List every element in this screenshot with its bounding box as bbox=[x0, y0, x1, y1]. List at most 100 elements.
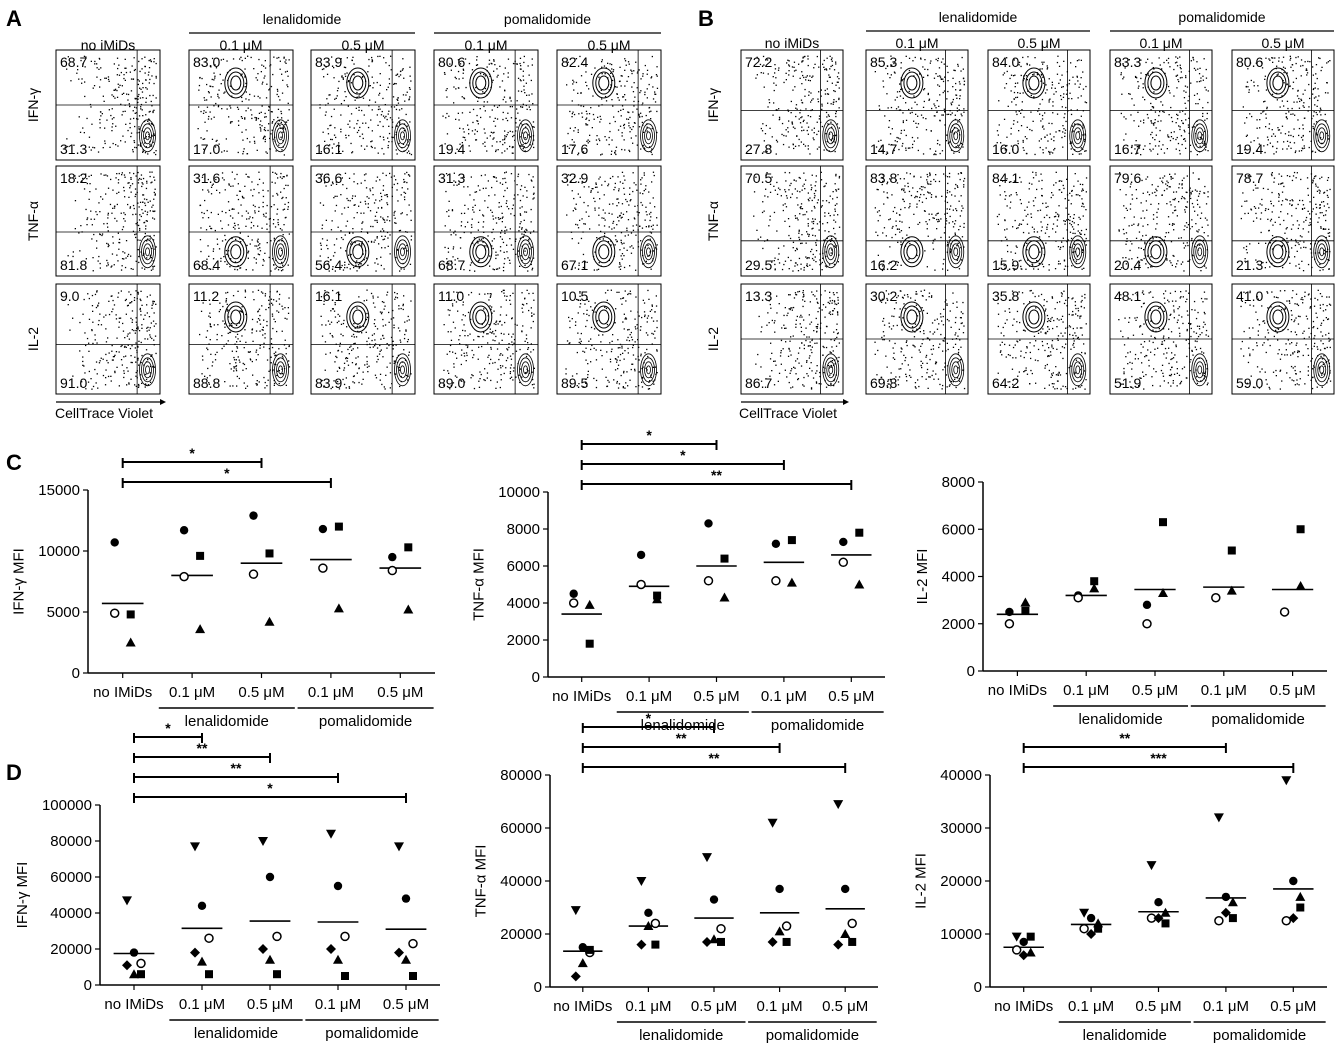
event-dot bbox=[618, 220, 620, 222]
event-dot bbox=[1026, 63, 1028, 66]
event-dot bbox=[270, 206, 273, 208]
event-dot bbox=[205, 229, 208, 231]
event-dot bbox=[503, 262, 505, 265]
event-dot bbox=[358, 381, 360, 384]
event-dot bbox=[520, 122, 522, 125]
event-dot bbox=[226, 308, 228, 310]
event-dot bbox=[259, 319, 261, 321]
event-dot bbox=[248, 176, 250, 178]
event-dot bbox=[268, 231, 270, 233]
event-dot bbox=[827, 123, 829, 125]
event-dot bbox=[149, 327, 151, 329]
event-dot bbox=[113, 207, 116, 209]
event-dot bbox=[893, 71, 896, 73]
event-dot bbox=[228, 325, 231, 327]
contour-ring bbox=[278, 131, 283, 141]
event-dot bbox=[612, 334, 614, 336]
event-dot bbox=[818, 91, 820, 93]
event-dot bbox=[449, 344, 452, 347]
event-dot bbox=[594, 67, 596, 69]
event-dot bbox=[579, 338, 581, 340]
event-dot bbox=[330, 229, 333, 231]
event-dot bbox=[402, 94, 405, 96]
event-dot bbox=[141, 324, 143, 326]
event-dot bbox=[388, 64, 390, 67]
event-dot bbox=[124, 176, 126, 178]
event-dot bbox=[366, 312, 368, 315]
event-dot bbox=[376, 237, 378, 239]
event-dot bbox=[278, 348, 280, 350]
event-dot bbox=[788, 64, 790, 66]
event-dot bbox=[86, 218, 88, 221]
event-dot bbox=[656, 349, 658, 351]
event-dot bbox=[204, 199, 206, 202]
event-dot bbox=[132, 151, 134, 153]
flow-plot-frame bbox=[1109, 49, 1213, 161]
event-dot bbox=[507, 112, 509, 114]
event-dot bbox=[341, 351, 343, 353]
event-dot bbox=[464, 136, 466, 139]
event-dot bbox=[239, 190, 241, 192]
event-dot bbox=[588, 88, 590, 90]
event-dot bbox=[255, 262, 257, 264]
event-dot bbox=[250, 56, 252, 59]
event-dot bbox=[463, 231, 465, 234]
event-dot bbox=[369, 188, 371, 190]
event-dot bbox=[119, 242, 121, 244]
event-dot bbox=[654, 366, 657, 368]
event-dot bbox=[406, 152, 408, 154]
event-dot bbox=[116, 337, 118, 339]
event-dot bbox=[242, 196, 244, 199]
event-dot bbox=[946, 134, 948, 136]
event-dot bbox=[138, 131, 140, 134]
event-dot bbox=[268, 348, 271, 350]
event-dot bbox=[648, 111, 651, 113]
event-dot bbox=[946, 113, 948, 116]
event-dot bbox=[85, 173, 87, 175]
event-dot bbox=[324, 182, 326, 184]
event-dot bbox=[483, 101, 485, 103]
event-dot bbox=[138, 261, 140, 264]
event-dot bbox=[792, 143, 794, 145]
event-dot bbox=[230, 107, 232, 109]
event-dot bbox=[125, 298, 127, 301]
event-dot bbox=[1043, 128, 1045, 130]
event-dot bbox=[569, 385, 572, 387]
event-dot bbox=[820, 89, 822, 91]
event-dots bbox=[444, 171, 535, 272]
event-dot bbox=[398, 117, 400, 119]
event-dot bbox=[141, 91, 144, 93]
event-dot bbox=[477, 185, 479, 187]
event-dot bbox=[259, 124, 261, 126]
event-dot bbox=[644, 188, 647, 190]
event-dot bbox=[235, 365, 237, 368]
event-dot bbox=[372, 87, 374, 89]
event-dot bbox=[1051, 81, 1053, 83]
event-dot bbox=[272, 304, 274, 306]
event-dot bbox=[586, 313, 588, 315]
panel-letter-b: B bbox=[698, 6, 714, 31]
event-dot bbox=[323, 303, 325, 305]
event-dot bbox=[494, 125, 497, 127]
event-dot bbox=[482, 143, 484, 145]
event-dot bbox=[207, 348, 209, 351]
event-dot bbox=[264, 116, 266, 118]
event-dot bbox=[145, 101, 147, 103]
event-dot bbox=[484, 368, 486, 370]
event-dot bbox=[798, 145, 800, 147]
event-dot bbox=[617, 110, 620, 113]
event-dot bbox=[211, 78, 213, 81]
event-dot bbox=[214, 353, 217, 356]
event-dot bbox=[200, 110, 202, 113]
event-dot bbox=[146, 257, 148, 259]
event-dot bbox=[224, 261, 226, 263]
event-dot bbox=[484, 75, 486, 77]
event-dot bbox=[234, 178, 236, 180]
event-dot bbox=[463, 98, 466, 100]
event-dot bbox=[1080, 59, 1082, 61]
event-dot bbox=[387, 216, 389, 218]
event-dot bbox=[519, 188, 522, 191]
event-dot bbox=[899, 109, 902, 111]
event-dot bbox=[633, 100, 635, 103]
